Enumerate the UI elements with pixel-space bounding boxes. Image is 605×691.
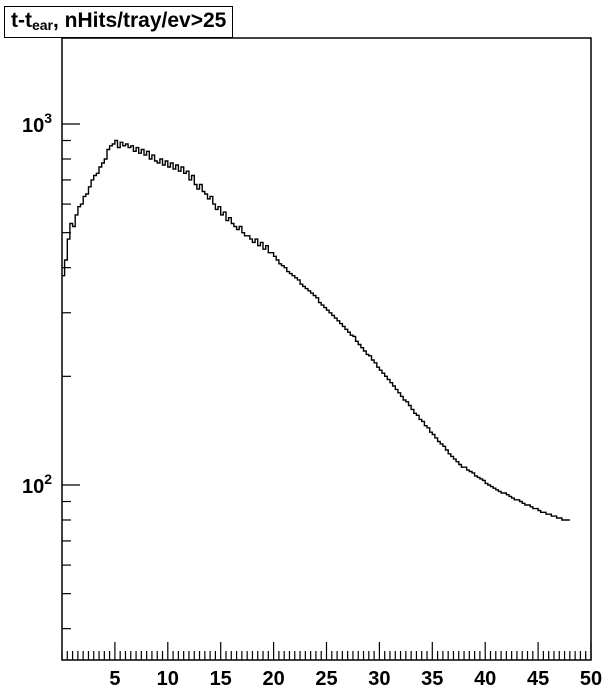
x-tick-label: 15 (210, 668, 232, 690)
title-rest: , nHits/tray/ev>25 (53, 9, 227, 32)
x-tick-label: 20 (262, 668, 284, 690)
x-tick-label: 35 (421, 668, 443, 690)
plot-frame (61, 37, 592, 661)
x-tick-label: 50 (580, 668, 602, 690)
histogram-series-line (62, 139, 570, 521)
y-tick-label: 102 (22, 471, 52, 498)
y-axis: 103 102 (22, 110, 80, 630)
x-tick-label: 30 (368, 668, 390, 690)
title-subscript: ear (31, 17, 54, 33)
x-tick-label: 40 (474, 668, 496, 690)
x-axis: 5 10 15 20 25 30 35 40 45 50 (61, 642, 602, 690)
histogram-title: t-tear, nHits/tray/ev>25 (4, 6, 234, 38)
x-tick-label: 25 (315, 668, 337, 690)
y-tick-label: 103 (22, 110, 52, 137)
title-main: t-t (11, 9, 32, 32)
x-tick-label: 45 (527, 668, 549, 690)
x-tick-label: 5 (109, 668, 120, 690)
x-tick-label: 10 (157, 668, 179, 690)
